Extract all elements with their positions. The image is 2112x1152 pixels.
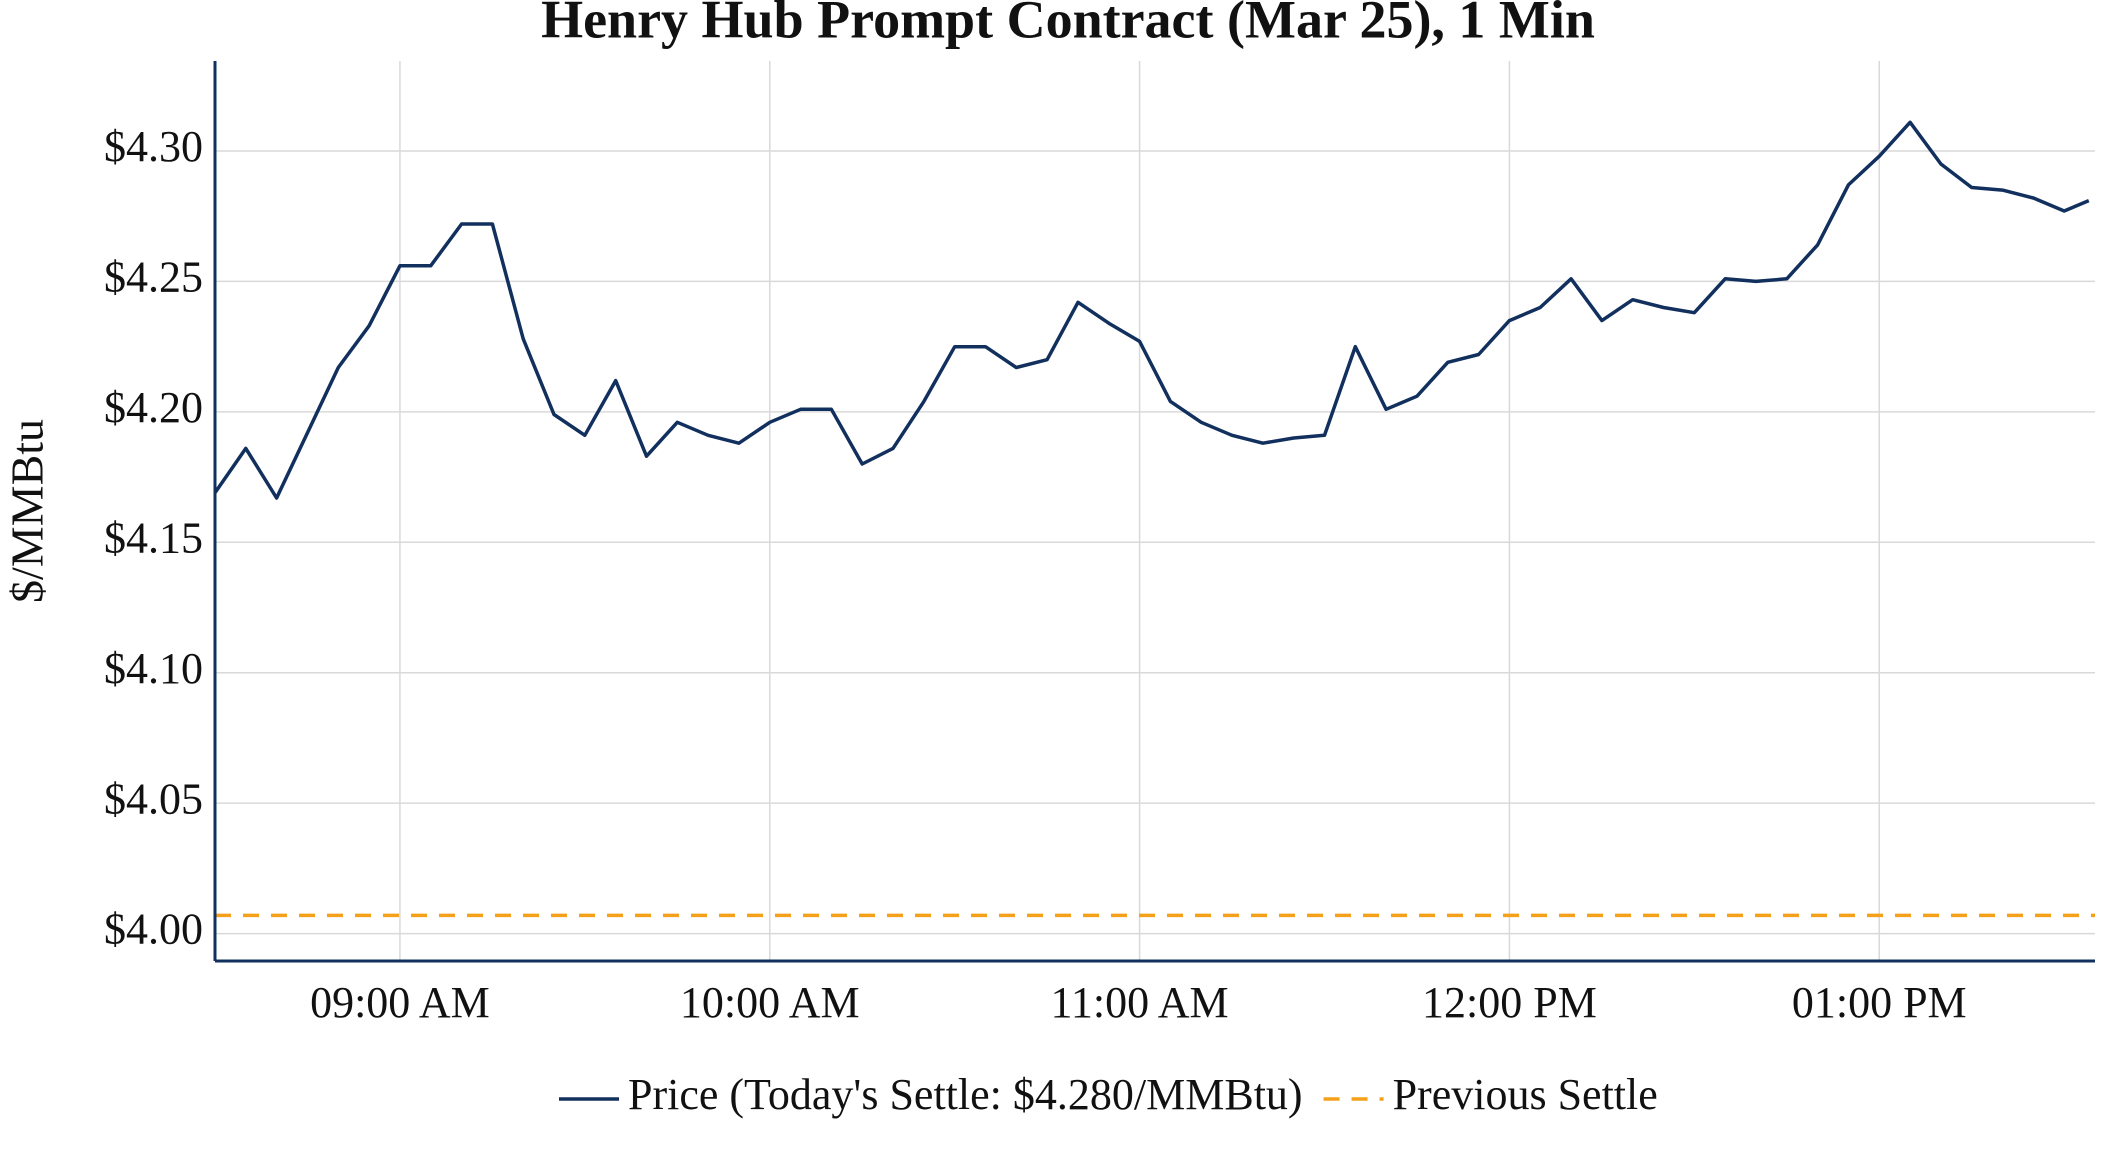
legend-label: Price (Today's Settle: $4.280/MMBtu) <box>628 1070 1303 1119</box>
y-tick-label: $4.00 <box>104 905 203 954</box>
y-tick-label: $4.05 <box>104 774 203 823</box>
y-tick-label: $4.10 <box>104 644 203 693</box>
y-tick-label: $4.30 <box>104 122 203 171</box>
price-line <box>213 120 2090 500</box>
y-tick-label: $4.15 <box>104 513 203 562</box>
legend-label: Previous Settle <box>1393 1070 1658 1119</box>
chart-title: Henry Hub Prompt Contract (Mar 25), 1 Mi… <box>541 0 1595 49</box>
y-axis-label: $/MMBtu <box>2 419 53 603</box>
x-tick-label: 11:00 AM <box>1051 978 1229 1027</box>
y-tick-label: $4.25 <box>104 253 203 302</box>
x-tick-label: 10:00 AM <box>680 978 860 1027</box>
y-tick-label: $4.20 <box>104 383 203 432</box>
x-tick-label: 12:00 PM <box>1422 978 1597 1027</box>
x-tick-label: 01:00 PM <box>1792 978 1967 1027</box>
x-tick-label: 09:00 AM <box>310 978 490 1027</box>
